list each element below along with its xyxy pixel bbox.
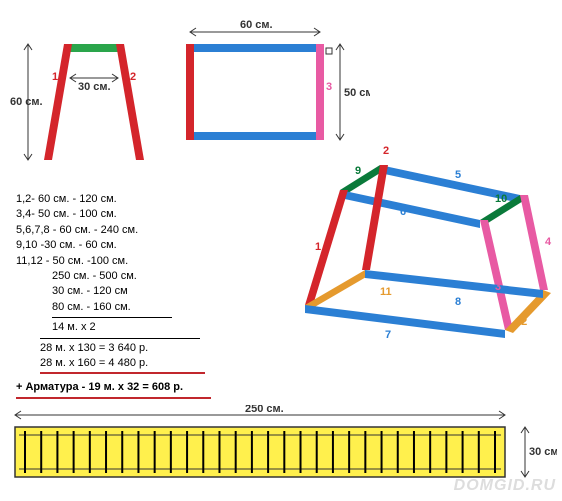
- dim-front-height: 60 см.: [10, 96, 43, 108]
- front-label-2: 2: [130, 71, 136, 83]
- iso-1: 1: [315, 241, 321, 253]
- iso-view: 1 2 3 4 5 6 7 8 9 10 11 12: [265, 130, 555, 370]
- iso-4: 4: [545, 236, 552, 248]
- iso-2: 2: [383, 145, 389, 157]
- front-view: 60 см. 30 см. 1 2: [6, 20, 176, 190]
- calc-row: 80 см. - 160 см.: [16, 300, 211, 315]
- iso-8: 8: [455, 296, 461, 308]
- dim-top-height: 50 см.: [344, 87, 370, 99]
- dim-top-width: 60 см.: [240, 20, 273, 31]
- total-row: 28 м. x 130 = 3 640 р.: [16, 341, 211, 356]
- calculations-block: 1,2- 60 см. - 120 см. 3,4- 50 см. - 100 …: [16, 192, 211, 399]
- iso-9: 9: [355, 165, 361, 177]
- iso-7: 7: [385, 329, 391, 341]
- iso-3: 3: [495, 281, 501, 293]
- iso-5: 5: [455, 169, 461, 181]
- calc-row: 1,2- 60 см. - 120 см.: [16, 192, 211, 207]
- dim-front-top: 30 см.: [78, 81, 111, 93]
- calc-row: 5,6,7,8 - 60 см. - 240 см.: [16, 223, 211, 238]
- top-label-3: 3: [326, 81, 332, 93]
- calc-row: 11,12 - 50 см. -100 см.: [16, 254, 211, 269]
- calc-row: 250 см. - 500 см.: [16, 269, 211, 284]
- iso-12: 12: [515, 316, 527, 328]
- iso-6: 6: [400, 206, 406, 218]
- total-row: 14 м. x 2: [16, 320, 211, 335]
- calc-row: 30 см. - 120 см: [16, 284, 211, 299]
- rebar-row: + Арматура - 19 м. x 32 = 608 р.: [16, 380, 211, 395]
- iso-11: 11: [380, 286, 392, 298]
- calc-row: 3,4- 50 см. - 100 см.: [16, 207, 211, 222]
- watermark: DOMGID.RU: [454, 477, 556, 495]
- calc-row: 9,10 -30 см. - 60 см.: [16, 238, 211, 253]
- dim-bottom-height: 30 см.: [529, 446, 557, 458]
- total-row: 28 м. x 160 = 4 480 р.: [16, 356, 211, 371]
- dim-bottom-width: 250 см.: [245, 405, 284, 415]
- front-label-1: 1: [52, 71, 58, 83]
- iso-10: 10: [495, 193, 507, 205]
